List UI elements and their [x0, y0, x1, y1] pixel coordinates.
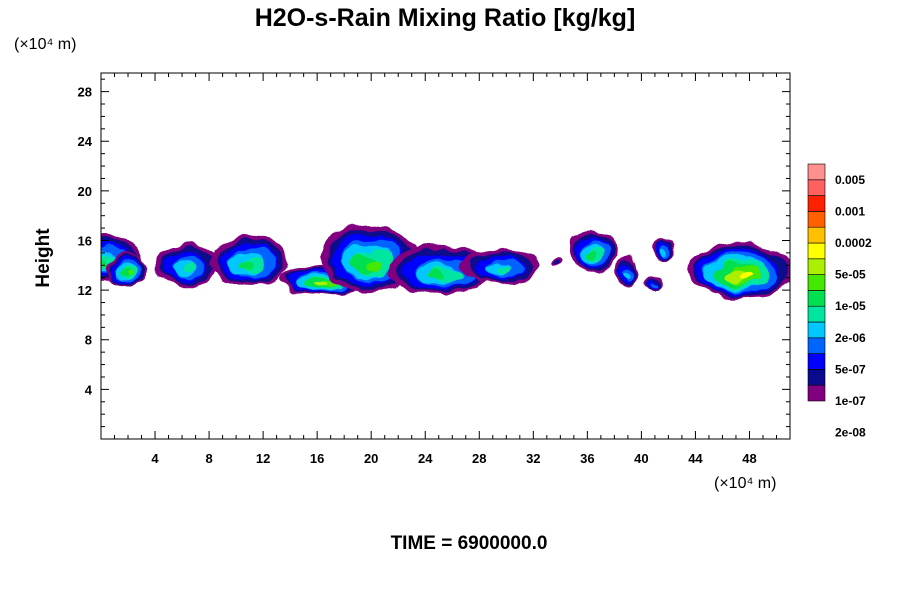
colorbar-swatch — [807, 274, 826, 291]
rain-cell — [652, 236, 674, 262]
plot-area — [101, 223, 790, 299]
colorbar-swatch — [807, 258, 826, 275]
x-tick-label: 12 — [256, 451, 270, 466]
colorbar-swatch — [807, 353, 826, 370]
y-axis-unit: (×10⁴ m) — [14, 36, 76, 53]
y-tick-label: 4 — [85, 382, 93, 397]
colorbar-swatch — [807, 163, 826, 181]
colorbar-label: 0.001 — [835, 204, 865, 218]
y-tick-label: 28 — [78, 85, 92, 100]
colorbar-swatch — [807, 195, 826, 212]
contour-level — [183, 265, 197, 274]
contour-level — [239, 261, 253, 271]
contour-level — [723, 269, 746, 283]
contour-level — [367, 260, 382, 271]
rain-cell — [103, 254, 147, 287]
y-axis: 4 8 12 16 20 24 28 — [78, 78, 790, 428]
contour-level — [498, 266, 514, 274]
y-tick-label: 24 — [78, 134, 93, 149]
y-tick-label: 8 — [85, 333, 92, 348]
y-axis-label: Height — [33, 228, 54, 288]
colorbar-swatch — [807, 179, 826, 196]
colorbar-label: 1e-05 — [835, 299, 866, 313]
colorbar-swatch — [807, 211, 826, 228]
x-tick-label: 44 — [688, 451, 703, 466]
x-tick-label: 16 — [310, 451, 324, 466]
contour-level — [428, 271, 446, 280]
colorbar-label: 5e-05 — [835, 268, 866, 282]
contour-level — [124, 271, 132, 277]
contour-level — [555, 259, 561, 265]
chart-title: H2O-s-Rain Mixing Ratio [kg/kg] — [255, 4, 636, 32]
x-tick-label: 4 — [151, 451, 159, 466]
x-tick-label: 32 — [526, 451, 540, 466]
colorbar-label: 2e-06 — [835, 331, 866, 345]
x-tick-label: 20 — [364, 451, 378, 466]
rain-cell — [685, 241, 790, 299]
rain-cell — [645, 277, 665, 291]
x-tick-label: 28 — [472, 451, 486, 466]
colorbar-label: 0.005 — [835, 173, 865, 187]
colorbar-swatch — [807, 305, 826, 323]
rain-cell — [552, 256, 564, 267]
x-tick-label: 8 — [205, 451, 212, 466]
contour-level — [623, 269, 629, 278]
contour-level — [653, 283, 659, 287]
rain-cell — [461, 249, 541, 284]
colorbar-label: 5e-07 — [835, 362, 866, 376]
colorbar-label: 1e-07 — [835, 394, 866, 408]
colorbar-label: 0.0002 — [835, 236, 872, 250]
rain-cell — [615, 254, 638, 287]
colorbar-swatch — [807, 226, 826, 244]
colorbar-swatch — [807, 337, 826, 354]
rain-cell — [153, 244, 219, 287]
x-tick-label: 48 — [742, 451, 756, 466]
colorbar-swatch — [807, 242, 826, 260]
x-tick-label: 36 — [580, 451, 594, 466]
colorbar-swatch — [807, 321, 826, 339]
colorbar-swatch — [807, 369, 826, 386]
rain-cell — [569, 229, 616, 274]
y-tick-label: 16 — [78, 233, 92, 248]
x-tick-label: 40 — [634, 451, 648, 466]
contour-level — [739, 273, 752, 280]
x-axis: 4 8 12 16 20 24 28 32 36 40 44 48 — [114, 73, 777, 466]
colorbar-label: 2e-08 — [835, 426, 866, 440]
x-tick-label: 24 — [418, 451, 433, 466]
contour-level — [587, 252, 595, 261]
colorbar: 0.005 0.001 0.0002 5e-05 1e-05 2e-06 5e-07 1e-0… — [807, 163, 872, 440]
plot-frame — [100, 72, 791, 440]
x-axis-unit: (×10⁴ m) — [714, 475, 776, 492]
contour-level — [659, 248, 665, 255]
contour-level — [315, 281, 328, 286]
time-label: TIME = 6900000.0 — [391, 533, 548, 554]
y-tick-label: 12 — [78, 283, 92, 298]
rain-cell — [210, 234, 289, 287]
y-tick-label: 20 — [78, 184, 92, 199]
colorbar-swatch — [807, 290, 826, 307]
colorbar-swatch — [807, 384, 826, 402]
